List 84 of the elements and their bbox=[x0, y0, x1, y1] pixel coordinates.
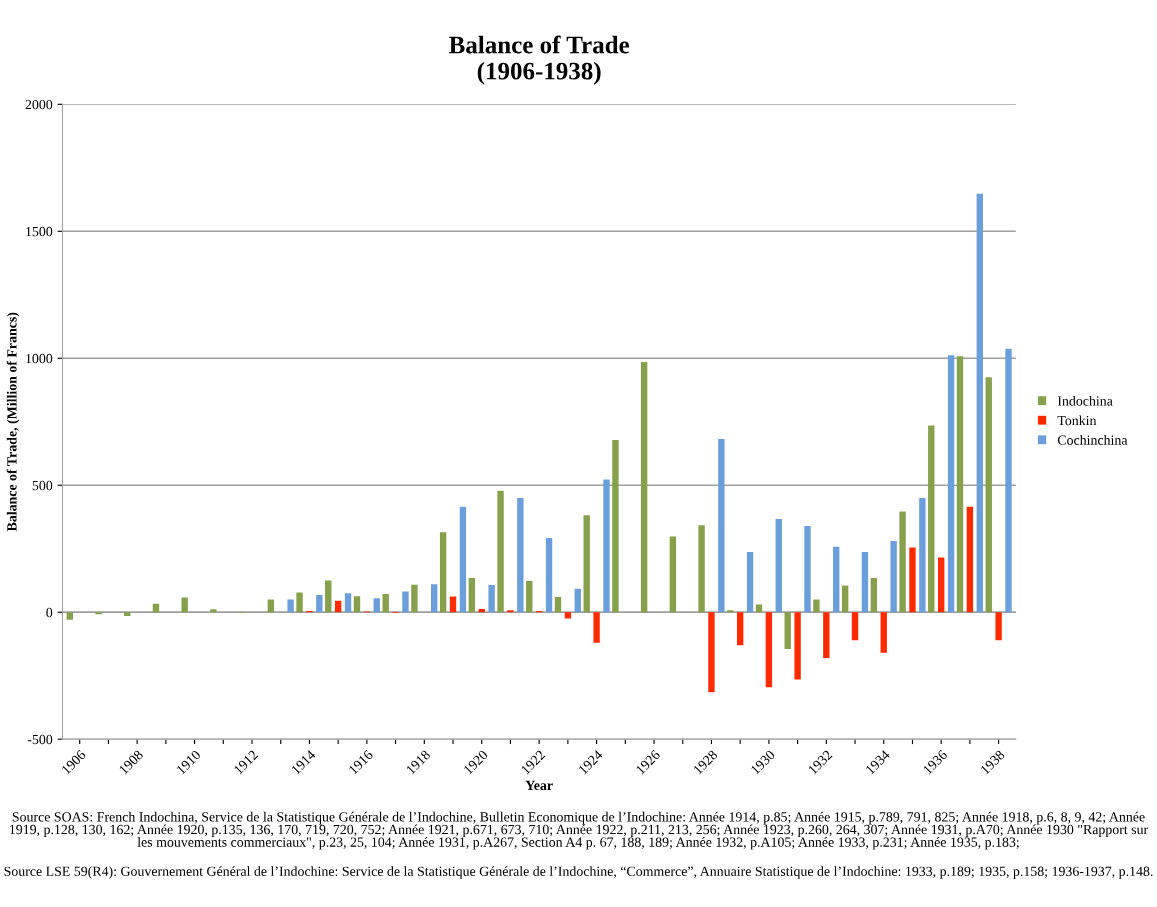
bar bbox=[823, 612, 830, 658]
bar bbox=[698, 525, 705, 613]
bar bbox=[124, 612, 131, 617]
bar bbox=[66, 612, 74, 620]
bar bbox=[449, 596, 457, 613]
bar bbox=[210, 609, 217, 613]
x-axis-title: Year bbox=[525, 780, 553, 791]
bar bbox=[554, 596, 562, 613]
bar bbox=[497, 490, 504, 613]
bar bbox=[794, 612, 801, 680]
bar bbox=[928, 425, 935, 613]
bar bbox=[775, 519, 782, 613]
bar bbox=[833, 546, 840, 613]
bar bbox=[708, 612, 715, 693]
bar bbox=[468, 577, 476, 613]
bar bbox=[861, 552, 869, 613]
bar bbox=[976, 193, 983, 613]
bar bbox=[373, 598, 380, 613]
y-tick-label: 500 bbox=[32, 480, 53, 491]
bar bbox=[937, 557, 945, 613]
y-tick-label: 1500 bbox=[26, 226, 53, 237]
x-tick-label: 1930 bbox=[750, 749, 776, 775]
y-axis-title: Balance of Trade, (Million of Francs) bbox=[6, 312, 20, 532]
bar bbox=[564, 612, 572, 619]
bar bbox=[851, 612, 859, 641]
bar bbox=[583, 515, 590, 613]
bar bbox=[574, 588, 581, 613]
y-tick-label: 1000 bbox=[26, 353, 53, 364]
bar bbox=[640, 362, 648, 613]
bar bbox=[459, 506, 467, 613]
bar bbox=[316, 594, 323, 613]
bar bbox=[296, 592, 303, 613]
bar bbox=[947, 355, 955, 613]
bar bbox=[545, 538, 553, 613]
legend-label: Indochina bbox=[1057, 395, 1113, 406]
y-tick-label: 2000 bbox=[25, 99, 53, 110]
bar bbox=[870, 577, 878, 613]
bar bbox=[1005, 348, 1012, 613]
bar bbox=[880, 612, 887, 653]
bar bbox=[152, 603, 160, 613]
bar bbox=[603, 479, 610, 613]
chart-title: Balance of Trade (1906-1938) bbox=[449, 35, 630, 85]
bar bbox=[669, 536, 677, 613]
bar bbox=[411, 584, 418, 613]
legend-label: Cochinchina bbox=[1057, 435, 1128, 445]
bar bbox=[382, 593, 389, 613]
bar bbox=[841, 585, 849, 613]
bar bbox=[736, 612, 744, 646]
bar bbox=[95, 612, 102, 615]
bar bbox=[431, 584, 438, 613]
bar bbox=[784, 612, 791, 650]
source-note: Source LSE 59(R4): Gouvernement Général de l’Indochine: Service de la Statistique Générale de l’Indochine, “Commerce”, Annuaire Statistique de l’Indochine: 1933, p.189; 1935, p.158; 1936-1937, p.148. bbox=[4, 866, 1153, 879]
y-tick-label: -500 bbox=[27, 734, 53, 745]
bar bbox=[507, 610, 514, 613]
bar bbox=[995, 612, 1002, 641]
bar bbox=[402, 591, 409, 613]
bar bbox=[439, 532, 447, 613]
bar bbox=[517, 497, 524, 613]
bar bbox=[488, 585, 495, 613]
bar bbox=[804, 525, 811, 613]
bar bbox=[909, 547, 916, 613]
bar bbox=[718, 439, 725, 613]
bar bbox=[966, 506, 974, 613]
source-note: Source SOAS: French Indochina, Service de la Statistique Générale de l’Indochine, Bulletin Economique de l’Indochine: Année 1914, p.85; Année 1915, p.789, 791, 825; Année 1918, p.6, 8, 9, 42; Année 1919, p.128, 130, 162; Année 1920, p.135, 136, 170, 719, 720, 752; Année 1921, p.671, 673, 710; Année 1922, p.211, 213, 256; Année 1923, p.260, 264, 307; Année 1931, p.A70; Année 1930 "Rapport sur les mouvements commerciaux", p.23, 25, 104; Année 1931, p.A267, Section A4 p. 67, 188, 189; Année 1932, p.A105; Année 1933, p.231; Année 1935, p.183; bbox=[10, 811, 1149, 850]
bar bbox=[813, 599, 820, 613]
bar bbox=[287, 599, 294, 613]
y-tick-label: 0 bbox=[46, 607, 53, 618]
bar bbox=[593, 612, 600, 643]
bar bbox=[334, 600, 342, 613]
bar bbox=[890, 541, 897, 613]
bar bbox=[344, 593, 352, 613]
bar bbox=[765, 612, 773, 688]
bar bbox=[956, 356, 964, 613]
bar bbox=[181, 597, 188, 613]
bar bbox=[325, 580, 332, 613]
bar bbox=[727, 610, 734, 613]
bar bbox=[919, 497, 926, 613]
bar bbox=[899, 511, 906, 613]
legend-label: Tonkin bbox=[1057, 415, 1097, 426]
bar bbox=[746, 552, 754, 613]
bar bbox=[526, 580, 533, 613]
bar bbox=[353, 596, 361, 613]
bar bbox=[985, 377, 992, 613]
bar bbox=[612, 440, 619, 613]
